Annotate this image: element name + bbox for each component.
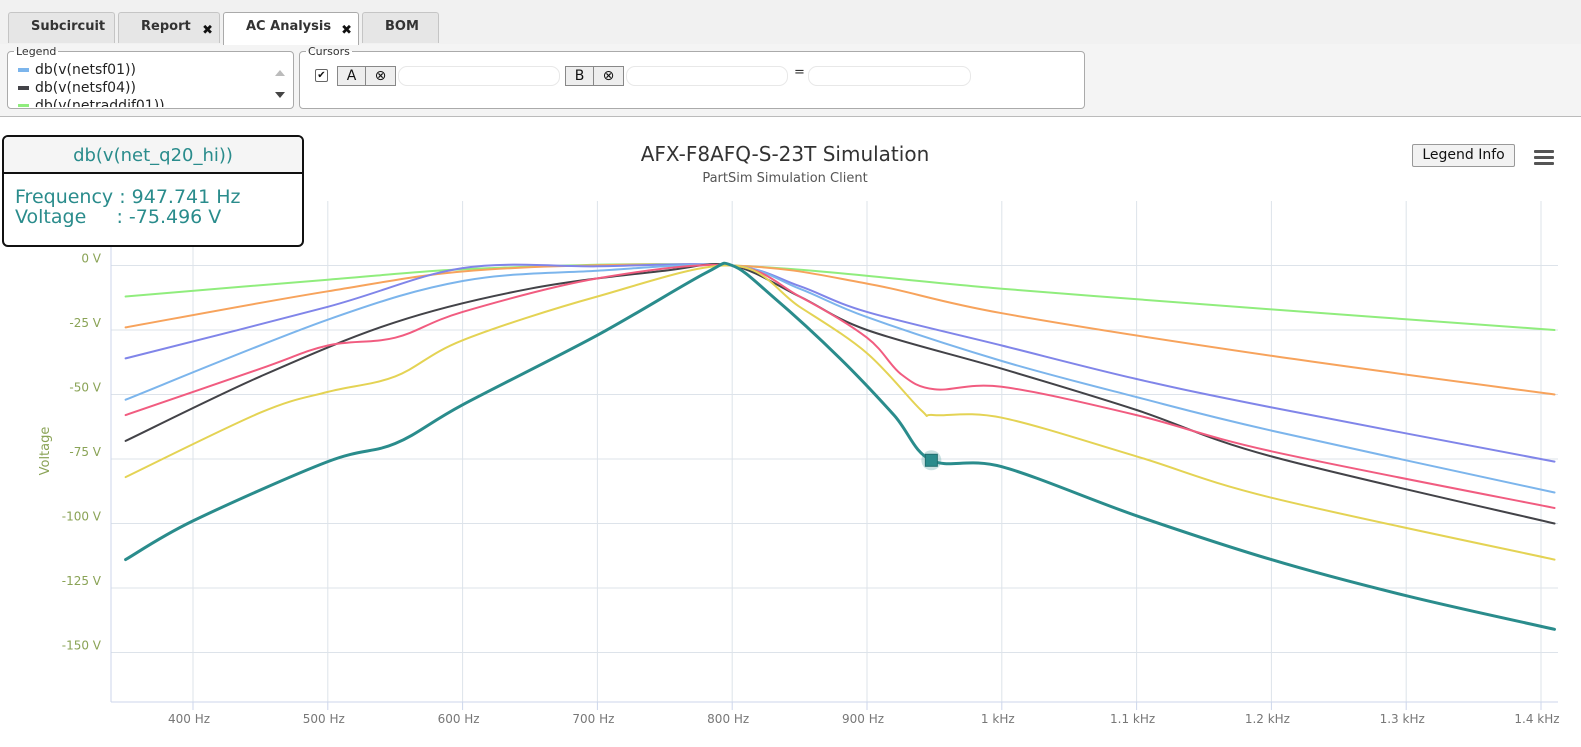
legend-item-label: db(v(netsf04)) (35, 80, 136, 96)
tooltip-voltage-label: Voltage : (15, 206, 129, 228)
tooltip-voltage-value: -75.496 V (128, 206, 222, 228)
y-tick-label: -50 V (69, 381, 101, 395)
tab-label: Report (141, 19, 191, 34)
legend-item-label: db(v(netsf01)) (35, 62, 136, 78)
legend-info-button[interactable]: Legend Info (1412, 144, 1515, 167)
legend-item[interactable]: db(v(netsf01)) (18, 61, 268, 79)
legend-list[interactable]: db(v(netsf01)) db(v(netsf04)) db(v(netra… (18, 61, 268, 107)
tooltip-series-name: db(v(net_q20_hi)) (4, 137, 302, 174)
legend-item[interactable]: db(v(netsf04)) (18, 79, 268, 97)
y-tick-label: -25 V (69, 316, 101, 330)
y-axis-title: Voltage (38, 427, 53, 476)
grid-lines (111, 201, 1558, 702)
series-line-2[interactable] (124, 263, 1556, 396)
legend-swatch (18, 68, 29, 72)
tab-label: BOM (385, 19, 419, 34)
x-tick-label: 1.1 kHz (1110, 712, 1155, 726)
legend-panel-title: Legend (16, 45, 57, 58)
cursors-panel-title: Cursors (308, 45, 350, 58)
legend-panel: Legend db(v(netsf01)) db(v(netsf04)) db(… (7, 45, 294, 109)
tooltip-voltage-row: Voltage : -75.496 V (15, 206, 221, 228)
plot-background (111, 201, 1558, 702)
tab-bom[interactable]: BOM (362, 12, 439, 43)
scroll-down-icon[interactable] (275, 92, 285, 98)
series-line-5[interactable] (124, 262, 1556, 525)
chart-title: AFX-F8AFQ-S-23T Simulation (640, 142, 930, 166)
tooltip-frequency-value: 947.741 Hz (131, 186, 241, 208)
y-tick-label: -150 V (62, 639, 102, 653)
x-tick-label: 1.3 kHz (1380, 712, 1425, 726)
cursor-a-button[interactable]: A (337, 66, 366, 86)
hover-marker (921, 450, 942, 471)
tab-ac-analysis[interactable]: AC Analysis ✖ (223, 12, 359, 45)
tooltip-frequency-label: Frequency : (15, 186, 132, 208)
x-tick-label: 900 Hz (842, 712, 884, 726)
series-line-7[interactable] (124, 264, 1556, 561)
legend-item[interactable]: db(v(netraddif01)) (18, 97, 268, 107)
axes: 400 Hz 500 Hz 600 Hz 700 Hz 800 Hz 900 Hz 1 kH… (38, 201, 1560, 726)
x-tick-label: 500 Hz (303, 712, 345, 726)
equals-sign: = (794, 65, 805, 80)
scroll-up-icon[interactable] (275, 70, 285, 76)
x-tick-label: 700 Hz (572, 712, 614, 726)
legend-item-label: db(v(netraddif01)) (35, 98, 165, 107)
tab-label: AC Analysis (246, 19, 332, 34)
y-tick-label: -75 V (69, 445, 101, 459)
chart-subtitle: PartSim Simulation Client (702, 171, 868, 186)
data-point-marker (924, 453, 938, 467)
x-tick-label: 600 Hz (438, 712, 480, 726)
x-tick-label: 1.2 kHz (1245, 712, 1290, 726)
y-tick-label: 0 V (81, 252, 101, 266)
cursor-b-button[interactable]: B (565, 66, 594, 86)
x-tick-label: 800 Hz (707, 712, 749, 726)
series-layer[interactable] (124, 261, 1556, 631)
cursors-panel: Cursors ✔ A ⊗ B ⊗ = (299, 45, 1085, 109)
toolbar: Legend db(v(netsf01)) db(v(netsf04)) db(… (0, 44, 1581, 117)
cursor-a-value-field[interactable] (398, 66, 560, 86)
tooltip-frequency-row: Frequency : 947.741 Hz (15, 186, 241, 208)
clear-cursor-a-icon[interactable]: ⊗ (366, 66, 396, 86)
clear-cursor-b-icon[interactable]: ⊗ (594, 66, 624, 86)
x-tick-label: 400 Hz (168, 712, 210, 726)
series-line-3[interactable] (124, 263, 1556, 463)
cursors-enable-checkbox[interactable]: ✔ (315, 69, 328, 82)
cursor-diff-field[interactable] (808, 66, 971, 86)
tab-report[interactable]: Report ✖ (118, 12, 220, 43)
close-icon[interactable]: ✖ (202, 23, 213, 38)
series-line-6[interactable] (124, 263, 1556, 509)
y-tick-label: -100 V (62, 510, 102, 524)
cursor-b-value-field[interactable] (626, 66, 788, 86)
x-tick-label: 1 kHz (981, 712, 1015, 726)
legend-swatch (18, 104, 29, 107)
y-tick-label: -125 V (62, 574, 102, 588)
series-line-4[interactable] (124, 263, 1556, 494)
legend-swatch (18, 86, 29, 90)
close-icon[interactable]: ✖ (341, 23, 352, 38)
tab-subcircuit[interactable]: Subcircuit (8, 12, 115, 43)
tab-label: Subcircuit (31, 19, 106, 34)
x-tick-label: 1.4 kHz (1514, 712, 1559, 726)
hamburger-menu-icon[interactable] (1532, 146, 1558, 172)
tab-bar: Subcircuit Report ✖ AC Analysis ✖ BOM (0, 0, 1581, 45)
data-tooltip: db(v(net_q20_hi)) Frequency : 947.741 Hz… (2, 135, 304, 247)
series-line-8[interactable] (124, 261, 1556, 631)
